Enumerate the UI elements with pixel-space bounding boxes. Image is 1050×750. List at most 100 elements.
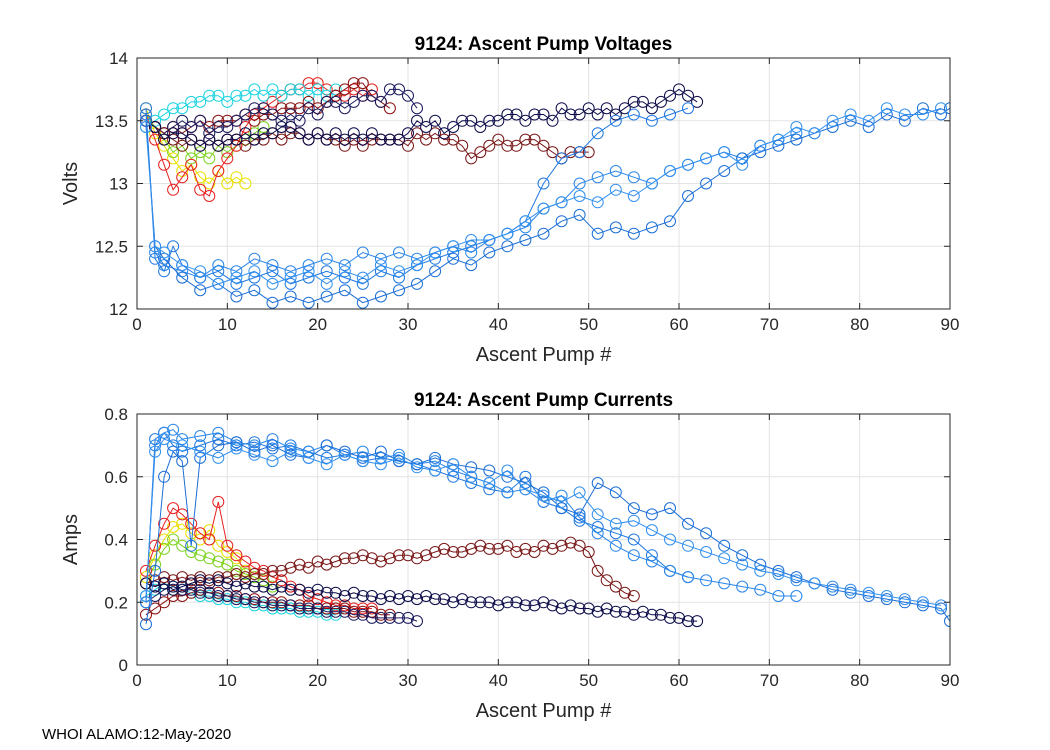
data-point: [302, 133, 315, 146]
data-point: [212, 114, 225, 127]
data-point: [483, 234, 496, 246]
data-point: [311, 602, 324, 615]
data-point: [465, 470, 478, 483]
data-point: [374, 290, 387, 303]
data-point: [682, 158, 694, 171]
data-point: [185, 121, 198, 133]
data-point: [844, 114, 857, 127]
data-point: [212, 439, 225, 452]
data-point: [682, 102, 694, 115]
data-point: [194, 574, 207, 587]
data-point: [618, 586, 631, 599]
data-point: [176, 583, 189, 596]
data-point: [158, 252, 171, 265]
data-point: [212, 539, 225, 552]
data-point: [519, 215, 532, 228]
data-point: [149, 574, 162, 587]
data-point: [664, 502, 676, 515]
data-point: [519, 542, 532, 555]
series-line: [145, 88, 418, 134]
data-point: [275, 564, 288, 577]
data-point: [212, 586, 225, 599]
data-point: [158, 571, 171, 584]
data-point: [898, 593, 911, 606]
data-point: [591, 108, 604, 121]
data-point: [149, 580, 162, 593]
data-point: [347, 127, 360, 140]
data-point: [194, 284, 207, 297]
series-line: [145, 579, 698, 622]
y-axis-label: Volts: [60, 162, 82, 205]
data-point: [203, 133, 216, 146]
data-point: [329, 127, 342, 140]
data-point: [609, 539, 622, 552]
data-point: [736, 549, 749, 562]
data-point: [221, 590, 234, 602]
data-point: [176, 259, 189, 272]
data-point: [880, 590, 893, 602]
data-point: [618, 605, 631, 618]
data-point: [167, 127, 180, 140]
data-point: [140, 121, 152, 133]
data-point: [176, 580, 189, 593]
data-point: [618, 102, 631, 115]
data-point: [447, 546, 460, 558]
data-point: [456, 546, 469, 558]
x-tick-label: 30: [399, 315, 418, 334]
data-point: [320, 95, 333, 108]
data-point: [555, 215, 568, 228]
data-point: [275, 102, 288, 115]
data-point: [212, 451, 225, 464]
data-point: [754, 564, 767, 577]
data-point: [356, 455, 369, 468]
data-point: [591, 227, 604, 240]
data-point: [185, 577, 198, 590]
data-point: [167, 121, 180, 133]
data-point: [248, 561, 261, 574]
data-point: [501, 486, 514, 499]
data-point: [230, 171, 243, 184]
data-point: [230, 436, 243, 449]
data-point: [718, 146, 731, 159]
data-point: [158, 596, 171, 609]
data-point: [492, 133, 505, 146]
data-point: [230, 271, 243, 284]
data-point: [501, 539, 514, 552]
data-point: [248, 568, 261, 580]
data-point: [284, 121, 297, 133]
data-point: [266, 439, 279, 452]
data-point: [826, 580, 839, 593]
data-point: [573, 508, 586, 521]
x-axis-label: Ascent Pump #: [476, 700, 613, 722]
data-point: [736, 558, 749, 571]
data-point: [338, 83, 351, 96]
data-point: [898, 596, 911, 609]
data-point: [374, 611, 387, 624]
data-point: [203, 89, 216, 102]
data-point: [266, 277, 279, 290]
data-point: [194, 571, 207, 584]
data-point: [239, 571, 252, 584]
data-point: [167, 423, 180, 436]
series-line: [145, 538, 273, 588]
data-point: [880, 102, 893, 115]
data-point: [772, 133, 785, 146]
data-point: [212, 495, 225, 508]
data-point: [176, 127, 189, 140]
data-point: [203, 586, 216, 599]
data-point: [212, 89, 225, 102]
data-point: [230, 590, 243, 602]
data-point: [347, 77, 360, 90]
data-point: [356, 451, 369, 464]
data-point: [320, 265, 333, 278]
data-point: [429, 455, 442, 468]
data-point: [221, 571, 234, 584]
data-point: [465, 246, 478, 259]
data-point: [483, 139, 496, 152]
data-point: [149, 133, 162, 146]
data-point: [293, 83, 306, 96]
data-point: [564, 108, 577, 121]
data-point: [158, 470, 171, 483]
x-tick-label: 70: [760, 671, 779, 690]
data-point: [664, 165, 676, 177]
